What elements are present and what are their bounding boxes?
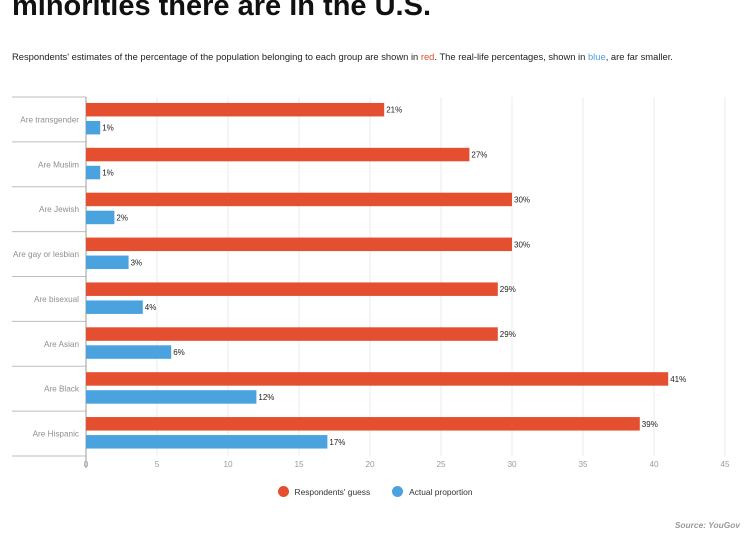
x-tick-label: 35	[578, 460, 588, 469]
value-label-guess: 21%	[386, 106, 402, 115]
value-label-actual: 17%	[329, 438, 345, 447]
bar-actual	[86, 390, 257, 404]
x-tick-label: 40	[649, 460, 659, 469]
legend-label-guess: Respondents' guess	[294, 486, 371, 497]
x-tick-label: 25	[436, 460, 446, 469]
bar-guess	[86, 192, 512, 207]
bar-guess	[86, 147, 470, 162]
legend-item-actual[interactable]: Actual proportion	[392, 486, 472, 497]
value-label-guess: 30%	[514, 240, 530, 249]
bar-guess	[86, 102, 385, 117]
category-label: Are Asian	[44, 340, 79, 349]
bar-guess	[86, 372, 669, 386]
value-label-guess: 29%	[500, 285, 516, 294]
bar-actual	[86, 210, 115, 225]
value-label-actual: 1%	[102, 124, 114, 133]
subtitle-red-word: red	[420, 51, 435, 62]
value-label-actual: 2%	[116, 213, 128, 222]
x-tick-label: 30	[507, 460, 517, 469]
x-tick-label: 10	[223, 460, 233, 469]
bar-guess	[86, 237, 512, 252]
subtitle-text-end: , are far smaller.	[605, 51, 673, 62]
bar-guess	[86, 282, 498, 296]
bar-actual	[86, 255, 129, 270]
value-label-actual: 1%	[102, 169, 114, 178]
x-tick-label: 20	[365, 460, 375, 469]
value-label-guess: 29%	[500, 330, 516, 339]
x-tick-label: 0	[84, 460, 89, 469]
category-label: Are Jewish	[39, 205, 79, 214]
chart-subtitle: Respondents' estimates of the percentage…	[12, 51, 673, 62]
bar-actual	[86, 435, 328, 449]
value-label-actual: 6%	[173, 348, 185, 357]
category-label: Are gay or lesbian	[13, 250, 79, 259]
bar-guess	[86, 327, 498, 341]
subtitle-text: Respondents' estimates of the percentage…	[12, 51, 421, 62]
category-label: Are bisexual	[34, 295, 79, 304]
value-label-guess: 39%	[642, 420, 658, 429]
category-label: Are Hispanic	[33, 430, 79, 439]
subtitle-blue-word: blue	[587, 51, 606, 62]
x-tick-label: 5	[155, 460, 160, 469]
value-label-actual: 3%	[131, 258, 143, 267]
value-label-guess: 41%	[670, 375, 686, 384]
value-label-guess: 27%	[471, 151, 487, 160]
chart-title: minorities there are in the U.S.	[12, 0, 431, 22]
bar-actual	[86, 345, 172, 359]
source-credit: Source: YouGov	[674, 520, 740, 530]
bar-actual	[86, 300, 143, 314]
bar-actual	[86, 165, 101, 180]
legend-swatch-actual	[392, 486, 404, 497]
value-label-actual: 4%	[145, 303, 157, 312]
bar-guess	[86, 417, 640, 431]
bar-chart: 0 5 10 15 20 25 30 35 40 45 21% 1% Are transgender 27…	[12, 96, 730, 469]
value-label-actual: 12%	[258, 393, 274, 402]
subtitle-text-middle: . The real-life percentages, shown in	[434, 51, 588, 62]
value-label-guess: 30%	[514, 195, 530, 204]
legend-swatch-guess	[277, 486, 289, 497]
legend-item-guess[interactable]: Respondents' guess	[277, 486, 371, 497]
x-tick-label: 15	[294, 460, 304, 469]
category-label: Are Muslim	[38, 160, 79, 169]
legend-label-actual: Actual proportion	[409, 486, 473, 497]
category-label: Are transgender	[20, 115, 79, 124]
chart-legend: Respondents' guess Actual proportion	[0, 486, 750, 497]
category-label: Are Black	[44, 385, 80, 394]
bar-actual	[86, 120, 101, 135]
x-tick-label: 45	[720, 460, 730, 469]
